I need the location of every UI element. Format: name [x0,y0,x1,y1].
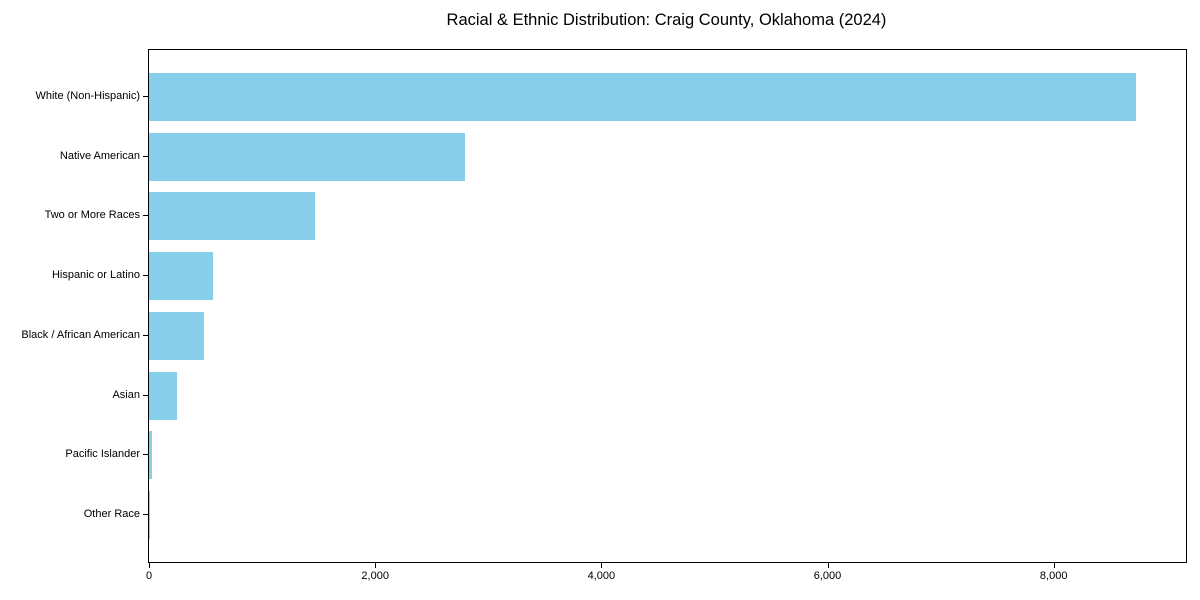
x-tick-mark [375,563,377,568]
x-tick-label: 0 [145,570,153,582]
y-tick-mark [143,155,148,157]
x-tick-mark [1053,563,1055,568]
y-tick-mark [143,96,148,97]
y-tick-mark [143,454,148,456]
y-tick-label: Pacific Islander [65,448,140,461]
x-tick-mark [149,563,150,568]
y-tick-label: Other Race [83,507,140,520]
plot-area [148,49,1187,563]
x-tick-label: 8,000 [1039,570,1068,582]
x-tick-label: 4,000 [587,570,616,582]
y-tick-mark [143,394,148,396]
chart-title: Racial & Ethnic Distribution: Craig Coun… [446,11,887,29]
y-tick-label: Asian [112,388,140,401]
x-tick-mark [827,563,829,568]
y-tick-label: Black / African American [21,328,140,341]
bar [149,431,153,480]
y-tick-label: Two or More Races [44,209,140,222]
bar [149,371,177,420]
bar [149,73,1137,121]
x-tick-mark [601,563,603,568]
y-tick-label: Native American [59,149,140,162]
bar [149,192,316,241]
y-tick-label: White (Non-Hispanic) [35,90,140,102]
y-tick-mark [143,334,148,336]
bar [149,252,213,301]
bar [149,490,150,539]
y-tick-mark [143,215,148,217]
y-tick-mark [143,513,148,515]
x-tick-label: 2,000 [361,570,389,582]
bar [149,132,465,181]
y-tick-mark [143,275,148,277]
y-tick-label: Hispanic or Latino [51,269,140,282]
x-tick-label: 6,000 [813,570,842,582]
bar [149,311,204,360]
